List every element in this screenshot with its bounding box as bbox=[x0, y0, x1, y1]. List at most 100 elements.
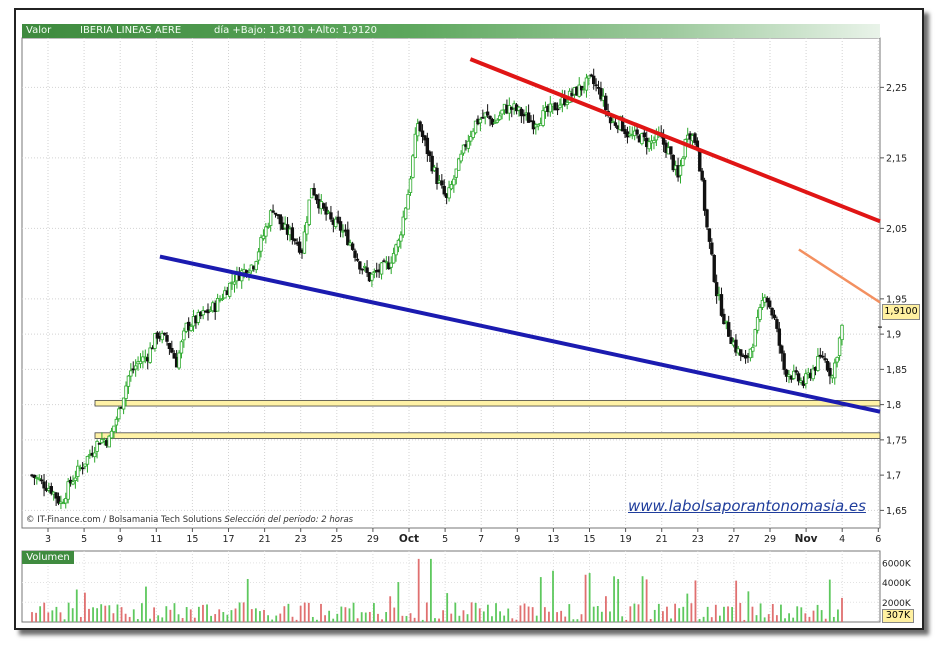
candle-body bbox=[73, 477, 78, 481]
candle-body bbox=[459, 153, 463, 162]
candle-body bbox=[469, 136, 473, 142]
candle-body bbox=[442, 185, 446, 195]
volume-bar bbox=[596, 606, 599, 622]
candle-body bbox=[297, 241, 302, 253]
volume-bar bbox=[828, 579, 831, 622]
candle-body bbox=[408, 178, 413, 193]
volume-bar bbox=[775, 615, 778, 622]
candle-body bbox=[755, 316, 760, 331]
watermark-link[interactable]: www.labolsaporantonomasia.es bbox=[628, 497, 866, 515]
candle-body bbox=[370, 273, 374, 281]
volume-panel bbox=[21, 550, 881, 623]
candle-body bbox=[49, 486, 53, 494]
volume-bar bbox=[104, 605, 107, 622]
x-axis-tick-label: 13 bbox=[547, 534, 559, 545]
candle-body bbox=[312, 187, 316, 196]
candle-body bbox=[821, 355, 825, 358]
x-axis-tick-label: 9 bbox=[514, 534, 520, 545]
candle-body bbox=[341, 230, 345, 233]
candle-body bbox=[329, 212, 333, 220]
volume-bar bbox=[153, 607, 156, 622]
volume-bar bbox=[727, 606, 729, 622]
volume-bar bbox=[499, 611, 501, 622]
candle-body bbox=[430, 155, 434, 172]
candle-body bbox=[220, 298, 225, 301]
volume-bar bbox=[352, 602, 355, 622]
volume-bar bbox=[584, 574, 587, 622]
candle-body bbox=[350, 243, 355, 250]
candle-body bbox=[37, 478, 41, 480]
candle-body bbox=[66, 481, 70, 500]
volume-y-tick-label: 4000K bbox=[882, 579, 912, 589]
candle-body bbox=[816, 356, 820, 371]
volume-bar bbox=[735, 580, 738, 622]
volume-bar bbox=[108, 605, 111, 622]
header-label: Valor bbox=[26, 25, 52, 36]
x-axis-tick-label: 15 bbox=[583, 534, 595, 545]
candle-body bbox=[707, 228, 712, 242]
candle-body bbox=[420, 130, 425, 137]
volume-bar bbox=[71, 608, 74, 622]
volume-bar bbox=[214, 614, 217, 622]
candle-body bbox=[541, 110, 545, 126]
volume-bar bbox=[824, 618, 827, 622]
candle-body bbox=[54, 492, 58, 499]
candle-body bbox=[92, 452, 97, 458]
volume-bar bbox=[377, 613, 379, 622]
candle-body bbox=[640, 133, 644, 145]
volume-bar bbox=[495, 603, 497, 622]
volume-bar bbox=[67, 602, 70, 622]
volume-bar bbox=[96, 608, 99, 622]
candle-body bbox=[765, 297, 769, 303]
candle-body bbox=[273, 212, 278, 215]
volume-bar bbox=[613, 576, 615, 622]
candle-body bbox=[372, 271, 377, 274]
volume-bar bbox=[731, 607, 734, 622]
candle-body bbox=[495, 119, 499, 123]
candle-body bbox=[391, 252, 396, 264]
candle-body bbox=[389, 262, 393, 268]
volume-bar bbox=[592, 606, 595, 622]
volume-bar bbox=[381, 619, 383, 622]
candle-body bbox=[671, 154, 675, 171]
candle-body bbox=[42, 481, 46, 489]
x-axis-tick-label: 29 bbox=[764, 534, 776, 545]
volume-bar bbox=[474, 602, 477, 622]
x-axis-tick-label: 23 bbox=[295, 534, 307, 545]
price-y-tick-label: 1,7 bbox=[886, 471, 901, 482]
volume-bar bbox=[788, 613, 790, 622]
candle-body bbox=[413, 133, 418, 159]
trendline-resistance-red bbox=[469, 57, 881, 224]
candle-body bbox=[85, 456, 90, 465]
volume-bar bbox=[250, 609, 253, 622]
candle-body bbox=[835, 356, 839, 363]
x-axis-tick-label: 5 bbox=[81, 534, 87, 545]
volume-bar bbox=[421, 619, 424, 622]
candle-body bbox=[396, 239, 401, 248]
chart-header: Valor IBERIA LINEAS AERE día +Bajo: 1,84… bbox=[22, 24, 880, 38]
support-band bbox=[94, 432, 881, 439]
candle-body bbox=[39, 479, 44, 482]
candle-body bbox=[705, 209, 709, 228]
candle-body bbox=[548, 103, 553, 113]
volume-bar bbox=[373, 603, 375, 622]
volume-bar bbox=[51, 610, 54, 622]
volume-bar bbox=[442, 610, 445, 622]
volume-bar bbox=[718, 615, 721, 622]
candle-body bbox=[825, 361, 830, 371]
volume-bar bbox=[210, 615, 212, 622]
x-axis-tick-label: 3 bbox=[45, 534, 51, 545]
volume-bar bbox=[458, 615, 461, 622]
candle-body bbox=[399, 234, 403, 242]
volume-bar bbox=[413, 617, 416, 622]
candle-body bbox=[97, 442, 102, 445]
volume-bar bbox=[743, 619, 746, 622]
volume-bar bbox=[328, 610, 331, 622]
candle-body bbox=[353, 250, 357, 258]
candle-body bbox=[823, 358, 827, 361]
candle-body bbox=[324, 206, 328, 215]
candle-body bbox=[268, 210, 273, 226]
volume-bar bbox=[531, 607, 534, 622]
candle-body bbox=[278, 214, 283, 225]
